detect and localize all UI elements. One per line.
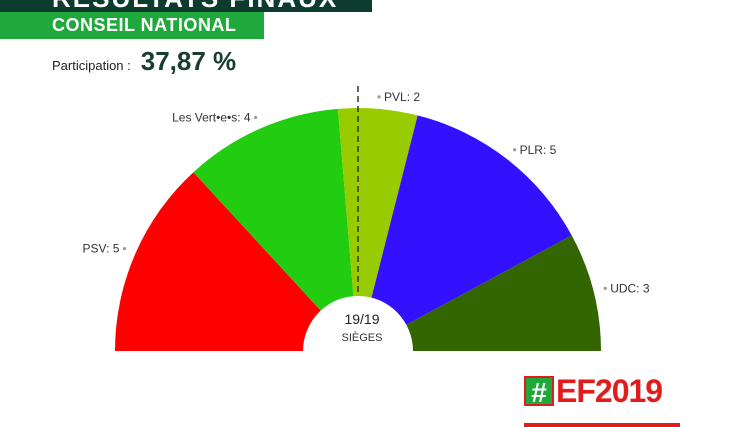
seat-label: Les Vert•e•s: 4	[172, 110, 251, 124]
logo-underline	[524, 423, 680, 427]
participation-label: Participation :	[52, 58, 131, 73]
seat-label: PSV: 5	[83, 242, 120, 256]
label-dot	[603, 286, 607, 291]
participation: Participation : 37,87 %	[52, 46, 236, 80]
seat-label: PVL: 2	[384, 90, 420, 104]
slice-plr	[358, 115, 572, 352]
slice-udc	[358, 235, 601, 351]
seat-label: PLR: 5	[520, 143, 557, 157]
logo-hash-icon: #	[524, 376, 554, 408]
slice-psv	[115, 172, 358, 351]
seat-label: UDC: 3	[610, 281, 650, 295]
logo-text: EF2019	[556, 372, 663, 409]
ef2019-logo: # EF2019	[524, 372, 663, 409]
label-dot	[253, 115, 258, 120]
center-seat-unit: SIÈGES	[342, 331, 383, 344]
page-title: RÉSULTATS FINAUX	[52, 0, 338, 12]
slice-lesvertes	[193, 108, 358, 351]
participation-value: 37,87 %	[140, 46, 237, 76]
center-circle	[303, 296, 413, 406]
label-dot	[513, 148, 517, 152]
labels-group: PSV: 5 Les Vert•e•s: 4 PVL: 2 PLR: 5 UDC: 3	[83, 90, 650, 296]
label-dot	[122, 246, 127, 251]
page-subtitle: CONSEIL NATIONAL	[52, 15, 237, 35]
label-dot	[377, 95, 381, 99]
subtitle-bar: CONSEIL NATIONAL	[0, 12, 264, 39]
center-seat-count: 19/19	[344, 311, 379, 327]
title-bar: RÉSULTATS FINAUX	[0, 0, 372, 12]
